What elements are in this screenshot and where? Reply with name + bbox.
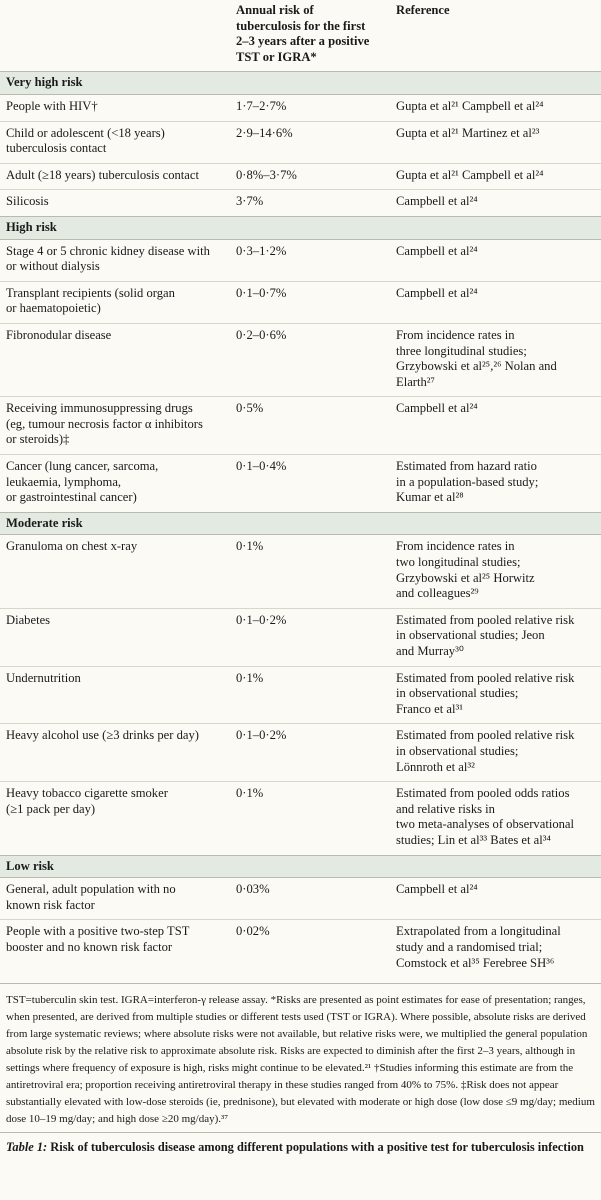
population-cell: Diabetes [0,608,230,667]
header-cell: Annual risk of tuberculosis for the firs… [230,0,390,73]
reference-cell: From incidence rates in two longitudinal… [390,534,601,609]
reference-cell: Gupta et al²¹ Martinez et al²³ [390,121,601,164]
population-cell: Child or adolescent (<18 years) tubercul… [0,121,230,164]
group-label: Moderate risk [0,511,601,536]
group-label: High risk [0,215,601,240]
population-cell: People with a positive two-step TST boos… [6,924,190,954]
risk-cell: 0·2–0·6% [230,323,390,398]
risk-cell: 3·7% [236,194,264,209]
header-row: Annual risk of tuberculosis for the firs… [0,0,601,73]
population-cell: Granuloma on chest x-ray [0,534,230,609]
risk-cell: 0·1–0·4% [236,459,287,474]
group-row: Moderate risk [0,511,601,536]
table-row: Child or adolescent (<18 years) tubercul… [0,121,601,164]
reference-cell: Gupta et al²¹ Campbell et al²⁴ [390,163,601,191]
caption-title: Risk of tuberculosis disease among diffe… [50,1140,584,1155]
caption-label: Table 1: [6,1140,48,1155]
table-row: Granuloma on chest x-ray 0·1% From inciden… [0,534,601,609]
reference-cell: Estimated from pooled relative risk in o… [390,608,601,667]
table-row: Transplant recipients (solid organ or ha… [0,281,601,324]
header-cell [0,0,230,73]
population-cell: Heavy tobacco cigarette smoker (≥1 pack … [6,786,168,816]
risk-cell: 0·5% [230,396,390,456]
group-label: Very high risk [0,71,601,95]
reference-cell: Extrapolated from a longitudinal study a… [396,924,561,970]
table-row: Heavy alcohol use (≥3 drinks per day) 0·1… [0,723,601,783]
reference-cell: From incidence rates in three longitudin… [390,323,601,398]
table-row: Fibronodular disease 0·2–0·6% From inciden… [0,323,601,398]
table-row: Adult (≥18 years) tuberculosis contact 0·… [0,163,601,191]
population-cell: Fibronodular disease [0,323,230,398]
risk-cell: 0·1% [230,534,390,609]
reference-cell: Estimated from pooled relative risk in o… [390,723,601,783]
table-row: General, adult population with no known … [0,877,601,921]
population-cell: Cancer (lung cancer, sarcoma, leukaemia,… [6,459,159,505]
caption: Table 1: Risk of tuberculosis disease am… [0,1132,601,1162]
group-row: High risk [0,215,601,240]
table-row: Stage 4 or 5 chronic kidney disease with… [0,239,601,282]
risk-cell: 0·1–0·2% [230,608,390,667]
risk-cell: 0·1–0·2% [230,723,390,783]
population-cell: General, adult population with no known … [0,877,230,921]
risk-cell: 0·03% [230,877,390,921]
table-row: Undernutrition 0·1% Estimated from pooled … [0,666,601,725]
risk-cell: 1·7–2·7% [230,94,390,122]
header-cell: Reference [390,0,601,73]
reference-cell: Campbell et al²⁴ [390,396,601,456]
risk-cell: 2·9–14·6% [230,121,390,164]
reference-cell: Campbell et al²⁴ [390,239,601,282]
population-cell: Receiving immunosuppressing drugs (eg, t… [0,396,230,456]
risk-cell: 0·1–0·7% [230,281,390,324]
risk-table: Annual risk of tuberculosis for the firs… [0,0,601,977]
population-cell: Adult (≥18 years) tuberculosis contact [0,163,230,191]
population-cell: Heavy alcohol use (≥3 drinks per day) [0,723,230,783]
risk-cell: 0·02% [236,924,270,939]
table-body: Very high risk People with HIV† 1·7–2·7% Gu… [0,71,601,977]
reference-cell: Estimated from hazard ratio in a populat… [396,459,539,505]
reference-cell: Campbell et al²⁴ [396,194,478,209]
population-cell: People with HIV† [0,94,230,122]
risk-cell: 0·8%–3·7% [230,163,390,191]
population-cell: Undernutrition [0,666,230,725]
risk-cell: 0·1% [236,786,264,801]
reference-cell: Campbell et al²⁴ [390,877,601,921]
table-row: Silicosis 3·7% Campbell et al²⁴ [0,190,601,217]
risk-cell: 0·3–1·2% [230,239,390,282]
population-cell: Transplant recipients (solid organ or ha… [0,281,230,324]
reference-cell: Gupta et al²¹ Campbell et al²⁴ [390,94,601,122]
reference-cell: Estimated from pooled relative risk in o… [390,666,601,725]
reference-cell: Estimated from pooled odds ratios and re… [396,786,575,847]
group-row: Low risk [0,854,601,879]
reference-cell: Campbell et al²⁴ [390,281,601,324]
table-row: People with HIV† 1·7–2·7% Gupta et al²¹ Ca… [0,94,601,122]
population-cell: Silicosis [6,194,49,209]
risk-cell: 0·1% [230,666,390,725]
group-label: Low risk [0,854,601,879]
population-cell: Stage 4 or 5 chronic kidney disease with… [0,239,230,282]
table-row: Receiving immunosuppressing drugs (eg, t… [0,396,601,456]
table-row: People with a positive two-step TST boos… [0,920,601,977]
group-row: Very high risk [0,71,601,95]
table-row: Heavy tobacco cigarette smoker (≥1 pack … [0,782,601,855]
table-row: Diabetes 0·1–0·2% Estimated from pooled re… [0,608,601,667]
footnote: TST=tuberculin skin test. IGRA=interfero… [0,983,601,1132]
table-row: Cancer (lung cancer, sarcoma, leukaemia,… [0,455,601,513]
